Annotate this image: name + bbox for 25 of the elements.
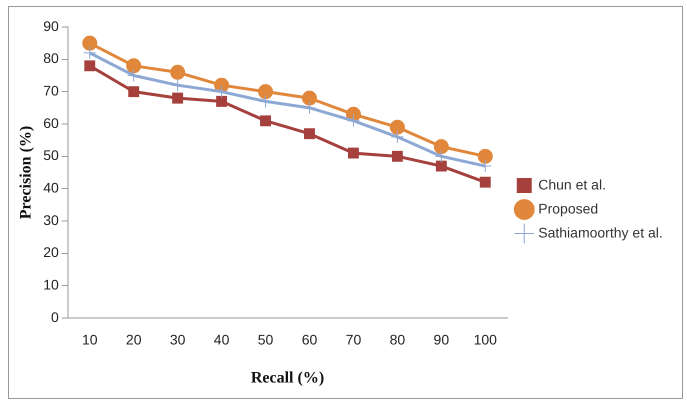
y-tick-label: 40 bbox=[43, 180, 59, 196]
x-tick-label: 10 bbox=[82, 331, 98, 348]
x-tick-label: 40 bbox=[214, 331, 230, 348]
x-tick-label: 50 bbox=[258, 331, 274, 348]
x-tick-label: 80 bbox=[390, 331, 406, 348]
y-tick-label: 30 bbox=[43, 212, 59, 228]
legend-label: Proposed bbox=[538, 200, 598, 216]
x-axis-title: Recall (%) bbox=[250, 370, 324, 387]
x-tick-label: 90 bbox=[434, 331, 450, 348]
y-tick-label: 90 bbox=[43, 18, 59, 34]
y-tick-label: 80 bbox=[43, 50, 59, 66]
y-tick-label: 10 bbox=[43, 276, 59, 293]
x-tick-label: 100 bbox=[474, 331, 498, 348]
x-tick-label: 70 bbox=[346, 331, 362, 348]
x-tick-label: 60 bbox=[302, 331, 318, 348]
y-tick-label: 50 bbox=[43, 147, 59, 164]
x-tick-label: 20 bbox=[126, 331, 142, 348]
legend-label: Chun et al. bbox=[538, 176, 606, 192]
y-tick-label: 0 bbox=[50, 308, 59, 325]
y-tick-label: 60 bbox=[43, 114, 59, 131]
y-tick-label: 70 bbox=[43, 82, 59, 99]
legend-label: Sathiamoorthy et al. bbox=[538, 224, 663, 240]
y-tick-label: 20 bbox=[43, 244, 59, 260]
y-axis-title: Precision (%) bbox=[18, 126, 35, 220]
x-tick-label: 30 bbox=[170, 331, 186, 348]
